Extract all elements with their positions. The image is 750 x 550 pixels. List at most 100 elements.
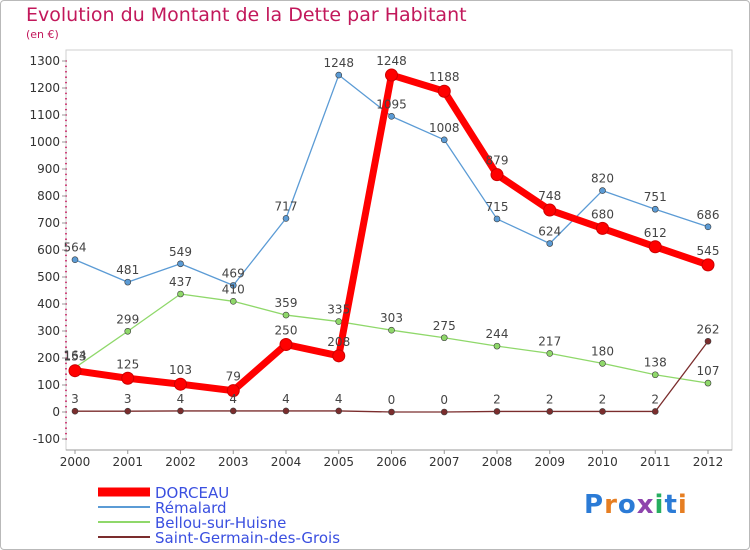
y-minor-tick — [65, 373, 67, 376]
y-minor-tick — [65, 227, 67, 230]
data-point — [704, 337, 712, 345]
y-minor-tick — [65, 405, 67, 408]
logo-letter: i — [654, 490, 665, 520]
data-label: 79 — [226, 370, 241, 384]
y-tick-label: 1100 — [29, 108, 60, 122]
chart-subtitle: (en €) — [26, 28, 59, 41]
y-minor-tick — [65, 394, 67, 397]
x-tick-label: 2010 — [587, 455, 618, 469]
y-minor-tick — [65, 178, 67, 181]
data-label: 275 — [433, 319, 456, 333]
data-label: 2 — [651, 392, 659, 406]
y-minor-tick — [65, 335, 67, 338]
data-point — [226, 384, 240, 398]
y-minor-tick — [65, 340, 67, 343]
data-point — [68, 364, 82, 378]
x-tick-label: 2002 — [165, 455, 196, 469]
data-label: 103 — [169, 363, 192, 377]
data-label: 751 — [644, 190, 667, 204]
data-point — [651, 408, 659, 415]
data-label: 748 — [538, 189, 561, 203]
data-point — [177, 260, 184, 268]
data-point — [440, 136, 448, 144]
y-tick-label: 600 — [37, 243, 60, 257]
data-label: 1248 — [376, 54, 407, 68]
y-tick-label: 200 — [37, 351, 60, 365]
chart-title: Evolution du Montant de la Dette par Hab… — [26, 4, 467, 26]
y-tick-label: 300 — [37, 324, 60, 338]
y-tick-label: 1200 — [29, 81, 60, 95]
y-minor-tick — [65, 297, 67, 300]
data-label: 164 — [64, 349, 87, 363]
data-label: 1248 — [323, 56, 354, 70]
x-tick-label: 2000 — [60, 455, 91, 469]
y-minor-tick — [65, 157, 67, 160]
data-label: 1188 — [429, 70, 460, 84]
data-label: 262 — [697, 322, 720, 336]
data-label: 879 — [486, 154, 509, 168]
y-minor-tick — [65, 351, 67, 354]
y-minor-tick — [65, 135, 67, 138]
data-point — [599, 187, 606, 194]
data-label: 125 — [116, 357, 139, 371]
data-label: 250 — [275, 324, 298, 338]
y-minor-tick — [65, 65, 67, 68]
data-label: 208 — [327, 335, 350, 349]
y-minor-tick — [65, 254, 67, 257]
legend-label: DORCEAU — [155, 484, 229, 502]
y-minor-tick — [65, 319, 67, 322]
y-minor-tick — [65, 189, 67, 192]
data-point — [493, 215, 501, 223]
data-point — [174, 377, 187, 391]
y-minor-tick — [65, 76, 67, 79]
data-point — [648, 240, 662, 254]
y-minor-tick — [65, 200, 67, 203]
y-minor-tick — [65, 108, 67, 111]
data-point — [71, 256, 79, 264]
data-label: 335 — [327, 303, 350, 317]
y-tick-label: 100 — [37, 378, 60, 392]
y-minor-tick — [65, 173, 67, 176]
y-minor-tick — [65, 427, 67, 430]
data-label: 2 — [493, 392, 501, 406]
y-tick-label: 1300 — [29, 54, 60, 68]
data-label: 469 — [222, 266, 245, 280]
y-minor-tick — [65, 119, 67, 122]
y-tick-label: 500 — [37, 270, 60, 284]
x-tick-label: 2001 — [112, 455, 143, 469]
y-minor-tick — [65, 92, 67, 95]
y-minor-tick — [65, 292, 67, 295]
data-point — [177, 290, 184, 298]
data-label: 549 — [169, 245, 192, 259]
y-minor-tick — [65, 162, 67, 165]
y-minor-tick — [65, 216, 67, 219]
data-point — [177, 407, 184, 415]
data-point — [493, 342, 501, 350]
logo-letter: i — [677, 490, 688, 520]
x-tick-label: 2012 — [693, 455, 724, 469]
data-label: 481 — [116, 263, 139, 277]
data-label: 107 — [697, 364, 720, 378]
y-tick-label: 900 — [37, 162, 60, 176]
data-label: 138 — [644, 356, 667, 370]
data-label: 0 — [388, 393, 396, 407]
data-point — [229, 297, 237, 305]
data-label: 680 — [591, 207, 614, 221]
data-point — [335, 71, 343, 79]
y-minor-tick — [65, 313, 67, 316]
y-minor-tick — [65, 130, 67, 133]
y-minor-tick — [65, 81, 67, 84]
data-label: 153 — [64, 350, 87, 364]
data-label: 299 — [116, 312, 139, 326]
data-point — [229, 282, 237, 289]
data-point — [493, 408, 501, 415]
y-minor-tick — [65, 346, 67, 349]
data-label: 2 — [546, 392, 554, 406]
data-point — [388, 113, 395, 120]
y-minor-tick — [65, 416, 67, 419]
data-point — [651, 205, 659, 213]
x-tick-label: 2008 — [482, 455, 513, 469]
x-tick-label: 2007 — [429, 455, 460, 469]
y-minor-tick — [65, 238, 67, 241]
